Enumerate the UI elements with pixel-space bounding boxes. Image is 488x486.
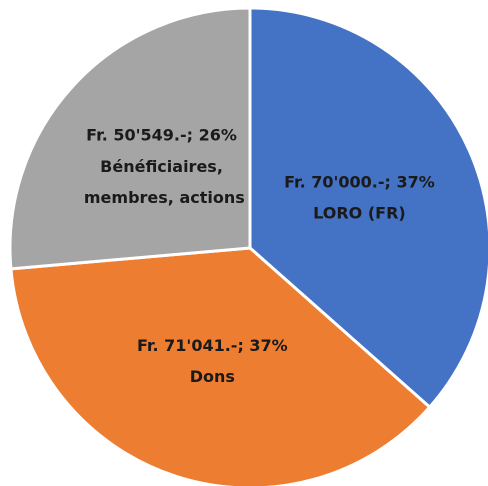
data-label: Fr. 71'041.-; 37% <box>137 336 288 355</box>
pie-slice <box>9 246 432 486</box>
pie-slice <box>8 6 252 271</box>
data-label: Fr. 70'000.-; 37% <box>284 173 435 192</box>
category-label: Bénéficiaires, membres, actions <box>78 156 244 206</box>
data-label: Fr. 50'549.-; 26% <box>86 125 237 144</box>
pie-slice <box>248 6 488 410</box>
category-label: Dons <box>190 367 235 386</box>
category-label: LORO (FR) <box>313 204 406 223</box>
